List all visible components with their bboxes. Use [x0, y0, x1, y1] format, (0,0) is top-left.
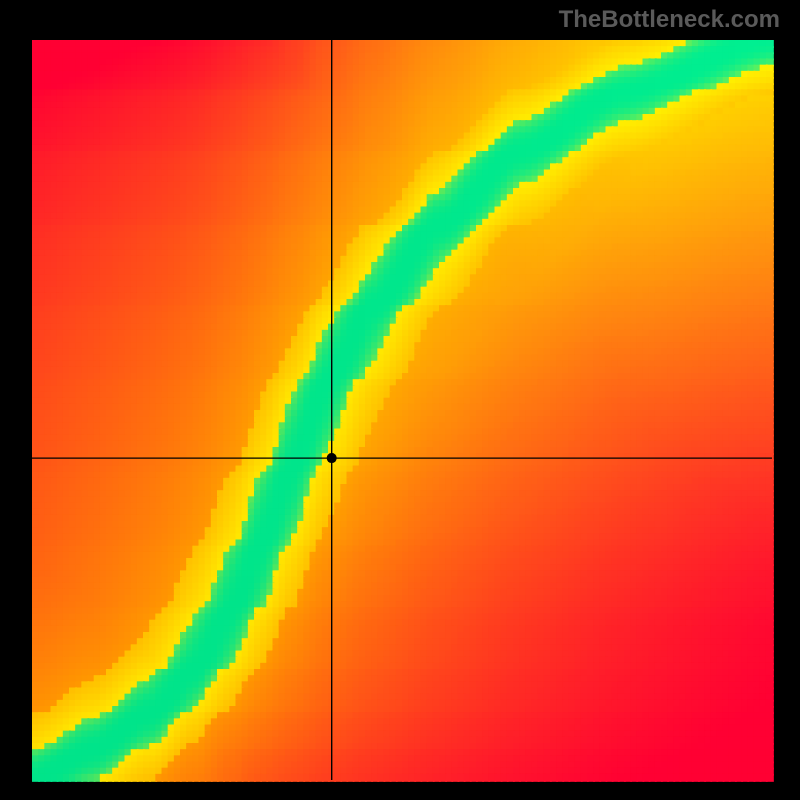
chart-container: TheBottleneck.com — [0, 0, 800, 800]
bottleneck-heatmap — [0, 0, 800, 800]
watermark-text: TheBottleneck.com — [559, 6, 780, 34]
